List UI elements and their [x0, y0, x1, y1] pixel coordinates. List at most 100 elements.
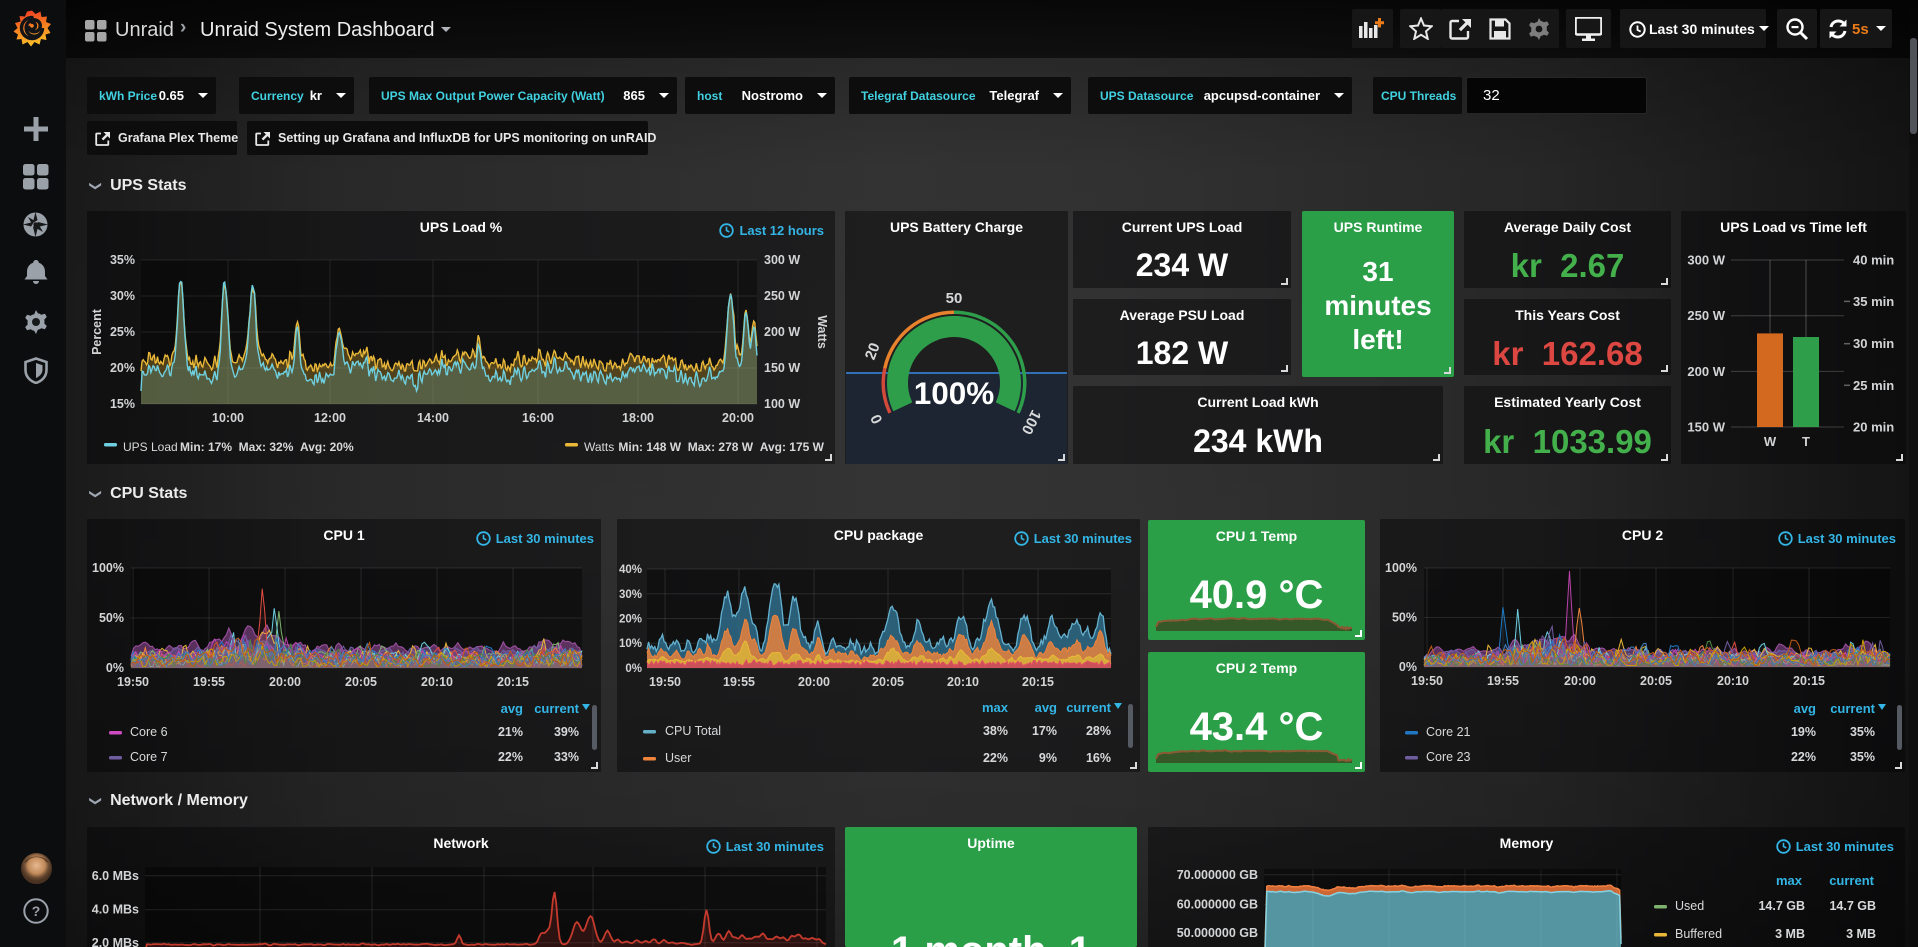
svg-text:19:55: 19:55 [723, 675, 755, 689]
svg-text:22%: 22% [1791, 750, 1816, 764]
svg-text:50%: 50% [1392, 611, 1417, 625]
svg-text:300 W: 300 W [1687, 253, 1725, 268]
svg-text:20:10: 20:10 [947, 675, 979, 689]
svg-text:200 W: 200 W [764, 325, 800, 339]
svg-text:Core 6: Core 6 [130, 725, 168, 739]
svg-text:User: User [665, 751, 691, 765]
svg-text:20%: 20% [619, 614, 642, 626]
svg-text:30 min: 30 min [1853, 336, 1894, 351]
svg-text:20%: 20% [110, 361, 135, 375]
svg-text:9%: 9% [1039, 751, 1057, 765]
svg-text:Buffered: Buffered [1675, 927, 1722, 941]
svg-text:100%: 100% [1385, 561, 1417, 575]
svg-text:max: max [1776, 873, 1803, 888]
svg-text:20:05: 20:05 [345, 675, 377, 689]
svg-text:20:15: 20:15 [497, 675, 529, 689]
svg-text:current: current [1829, 873, 1874, 888]
svg-text:35%: 35% [1850, 750, 1875, 764]
svg-text:100 W: 100 W [764, 397, 800, 411]
svg-text:4.0 MBs: 4.0 MBs [92, 903, 139, 917]
svg-text:25 min: 25 min [1853, 378, 1894, 393]
svg-text:22%: 22% [983, 751, 1008, 765]
svg-text:?: ? [32, 903, 41, 919]
svg-text:0%: 0% [625, 663, 642, 675]
svg-text:35%: 35% [110, 253, 135, 267]
svg-text:20:00: 20:00 [1564, 674, 1596, 688]
svg-text:avg: avg [1035, 700, 1057, 715]
svg-text:0%: 0% [1399, 660, 1417, 674]
svg-text:39%: 39% [554, 725, 579, 739]
svg-text:21%: 21% [498, 725, 523, 739]
svg-text:3 MB: 3 MB [1846, 927, 1876, 941]
svg-text:35%: 35% [1850, 725, 1875, 739]
svg-text:15%: 15% [110, 397, 135, 411]
svg-text:40 min: 40 min [1853, 253, 1894, 268]
svg-text:50: 50 [946, 290, 963, 307]
svg-text:19%: 19% [1791, 725, 1816, 739]
svg-text:20:00: 20:00 [722, 411, 754, 425]
svg-text:19:55: 19:55 [1487, 674, 1519, 688]
svg-text:30%: 30% [619, 589, 642, 601]
svg-text:T: T [1802, 434, 1810, 449]
svg-text:22%: 22% [498, 750, 523, 764]
svg-text:19:50: 19:50 [1411, 674, 1443, 688]
svg-text:18:00: 18:00 [622, 411, 654, 425]
svg-text:6.0 MBs: 6.0 MBs [92, 869, 139, 883]
svg-text:Core 7: Core 7 [130, 750, 168, 764]
svg-text:19:55: 19:55 [193, 675, 225, 689]
svg-text:30%: 30% [110, 289, 135, 303]
svg-text:250 W: 250 W [1687, 308, 1725, 323]
svg-text:Used: Used [1675, 899, 1704, 913]
svg-text:50.000000 GB: 50.000000 GB [1177, 926, 1258, 940]
svg-text:16%: 16% [1086, 751, 1111, 765]
svg-text:W: W [1764, 434, 1777, 449]
svg-text:19:50: 19:50 [117, 675, 149, 689]
svg-text:CPU Total: CPU Total [665, 724, 721, 738]
svg-text:33%: 33% [554, 750, 579, 764]
svg-text:20 min: 20 min [1853, 420, 1894, 435]
svg-text:2.0 MBs: 2.0 MBs [92, 936, 139, 947]
svg-text:35 min: 35 min [1853, 294, 1894, 309]
svg-text:10:00: 10:00 [212, 411, 244, 425]
svg-text:20:10: 20:10 [1717, 674, 1749, 688]
svg-text:20:05: 20:05 [1640, 674, 1672, 688]
svg-text:avg: avg [1794, 701, 1816, 716]
svg-text:Min: 17% Max: 32% Avg: 20%: Min: 17% Max: 32% Avg: 20% [180, 440, 354, 454]
svg-text:20:00: 20:00 [798, 675, 830, 689]
svg-text:300 W: 300 W [764, 253, 800, 267]
svg-text:3 MB: 3 MB [1775, 927, 1805, 941]
svg-text:Watts: Watts [815, 315, 829, 349]
svg-text:12:00: 12:00 [314, 411, 346, 425]
svg-text:20:00: 20:00 [269, 675, 301, 689]
svg-text:10%: 10% [619, 638, 642, 650]
svg-text:20:05: 20:05 [872, 675, 904, 689]
svg-text:max: max [982, 700, 1009, 715]
svg-text:20:15: 20:15 [1793, 674, 1825, 688]
svg-text:70.000000 GB: 70.000000 GB [1177, 868, 1258, 882]
svg-text:14.7 GB: 14.7 GB [1829, 899, 1876, 913]
svg-text:19:50: 19:50 [649, 675, 681, 689]
svg-text:current: current [1830, 701, 1875, 716]
svg-text:50%: 50% [99, 611, 124, 625]
svg-text:0%: 0% [106, 661, 124, 675]
svg-text:Min: 148 W Max: 278 W Avg: 1: Min: 148 W Max: 278 W Avg: 175 W [618, 440, 824, 454]
svg-text:150 W: 150 W [764, 361, 800, 375]
svg-text:UPS Load: UPS Load [123, 440, 178, 454]
svg-text:17%: 17% [1032, 724, 1057, 738]
svg-text:avg: avg [501, 701, 523, 716]
svg-text:20:15: 20:15 [1022, 675, 1054, 689]
svg-text:Percent: Percent [90, 308, 104, 355]
svg-text:current: current [1066, 700, 1111, 715]
svg-text:38%: 38% [983, 724, 1008, 738]
svg-text:Core 21: Core 21 [1426, 725, 1471, 739]
svg-text:200 W: 200 W [1687, 364, 1725, 379]
svg-text:250 W: 250 W [764, 289, 800, 303]
svg-text:14:00: 14:00 [417, 411, 449, 425]
svg-text:20:10: 20:10 [421, 675, 453, 689]
svg-text:60.000000 GB: 60.000000 GB [1177, 897, 1258, 911]
svg-text:150 W: 150 W [1687, 420, 1725, 435]
svg-text:20: 20 [862, 341, 884, 363]
svg-text:100%: 100% [92, 561, 124, 575]
svg-text:100%: 100% [914, 375, 995, 411]
svg-text:28%: 28% [1086, 724, 1111, 738]
